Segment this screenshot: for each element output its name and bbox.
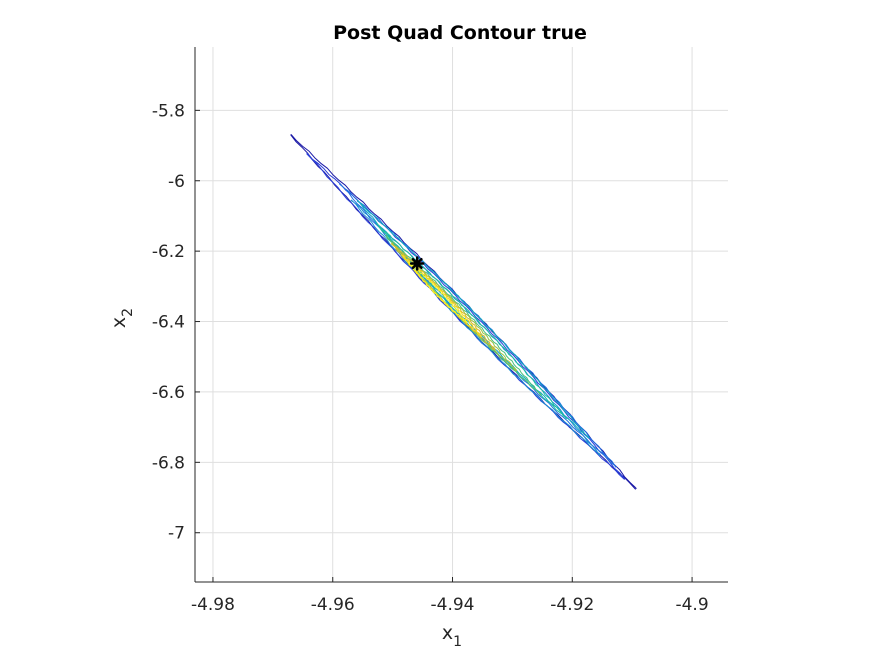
axes [194, 47, 728, 583]
y-tick-label: -6.2 [152, 242, 185, 262]
contour-level-5 [356, 200, 590, 439]
y-tick-labels: -5.8 -6 -6.2 -6.4 -6.6 -6.8 -7 [152, 101, 185, 543]
y-tick-label: -7 [168, 524, 185, 544]
y-axis-label: x2 [108, 308, 136, 328]
chart-title: Post Quad Contour true [333, 22, 587, 44]
y-tick-label: -6.8 [152, 453, 185, 473]
x-axis-label-subscript: 1 [453, 634, 462, 650]
y-tick-label: -6.4 [152, 313, 185, 333]
contour-level-6 [376, 222, 568, 419]
x-axis-label: x1 [442, 622, 462, 650]
x-tick-label: -4.94 [431, 595, 475, 615]
y-axis-label-base: x [108, 317, 130, 328]
x-axis-label-base: x [442, 622, 453, 644]
y-tick-label: -6 [168, 172, 185, 192]
contour-level-11 [407, 261, 468, 323]
marker-center [413, 259, 421, 267]
x-tick-labels: -4.98 -4.96 -4.94 -4.92 -4.9 [191, 595, 709, 615]
x-tick-label: -4.92 [550, 595, 594, 615]
y-axis-label-subscript: 2 [120, 308, 136, 317]
y-tick-label: -5.8 [152, 101, 185, 121]
contour-level-10 [400, 254, 482, 337]
y-tick-label: -6.6 [152, 383, 185, 403]
contour-lines [290, 134, 637, 490]
optimum-marker [409, 256, 425, 271]
x-tick-label: -4.96 [311, 595, 355, 615]
x-tick-label: -4.98 [191, 595, 235, 615]
contour-level-2 [306, 152, 626, 480]
x-tick-label: -4.9 [675, 595, 708, 615]
